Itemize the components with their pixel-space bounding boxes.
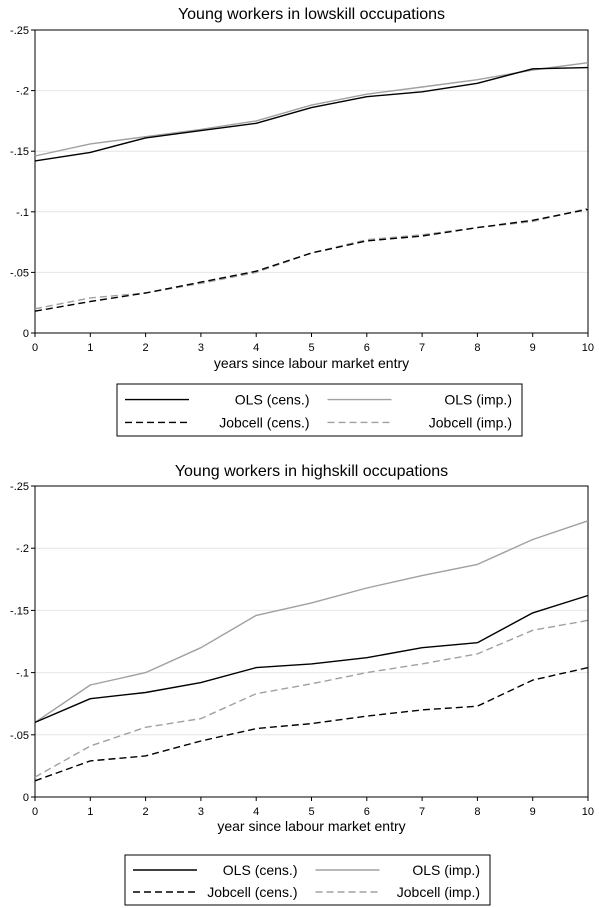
series-line-jobcell-cens <box>34 666 589 782</box>
x-axis-label: year since labour market entry <box>217 818 405 834</box>
series-line-jobcell-imp <box>34 619 589 778</box>
x-tick-label: 3 <box>198 806 204 818</box>
x-tick-label: 7 <box>419 806 425 818</box>
legend-label: OLS (cens.) <box>223 862 298 878</box>
y-tick-label: -.2 <box>16 543 29 555</box>
chart-title: Young workers in highskill occupations <box>175 463 448 480</box>
y-tick-label: -.15 <box>10 146 29 158</box>
legend <box>124 854 491 906</box>
y-tick-label: -.15 <box>10 605 29 617</box>
plot-area <box>34 485 589 798</box>
legend-label: Jobcell (cens.) <box>219 414 309 430</box>
x-tick-label: 7 <box>419 342 425 354</box>
y-tick-label: -.2 <box>16 86 29 98</box>
chart-title: Young workers in lowskill occupations <box>178 6 445 23</box>
y-tick-label: -.05 <box>10 267 29 279</box>
x-tick-label: 4 <box>253 342 259 354</box>
legend <box>116 383 523 437</box>
x-tick-label: 1 <box>87 342 93 354</box>
x-tick-label: 5 <box>308 806 314 818</box>
series-line-ols-cens <box>34 594 589 724</box>
x-tick-label: 5 <box>308 342 314 354</box>
y-tick-label: -.1 <box>16 668 29 680</box>
y-tick-label: -.05 <box>10 730 29 742</box>
y-tick-label: -.25 <box>10 25 29 37</box>
x-axis-label: years since labour market entry <box>214 355 409 371</box>
series-line-ols-cens <box>34 66 589 162</box>
x-tick-label: 2 <box>143 806 149 818</box>
x-tick-label: 9 <box>530 342 536 354</box>
legend-label: Jobcell (imp.) <box>429 414 512 430</box>
y-tick-label: 0 <box>23 328 29 340</box>
y-tick-label: 0 <box>23 792 29 804</box>
x-tick-label: 0 <box>32 342 38 354</box>
legend-label: Jobcell (imp.) <box>397 884 480 900</box>
series-line-ols-imp <box>34 520 589 723</box>
x-tick-label: 4 <box>253 806 259 818</box>
y-tick-label: -.25 <box>10 481 29 493</box>
x-tick-label: 2 <box>143 342 149 354</box>
x-tick-label: 8 <box>474 342 480 354</box>
legend-label: OLS (imp.) <box>412 862 480 878</box>
x-tick-label: 9 <box>530 806 536 818</box>
x-tick-label: 1 <box>87 806 93 818</box>
x-tick-label: 6 <box>364 342 370 354</box>
legend-label: OLS (imp.) <box>444 392 512 408</box>
x-tick-label: 8 <box>474 806 480 818</box>
x-tick-label: 3 <box>198 342 204 354</box>
series-line-jobcell-cens <box>34 208 589 312</box>
x-tick-label: 6 <box>364 806 370 818</box>
legend-label: OLS (cens.) <box>235 392 310 408</box>
y-tick-label: -.1 <box>16 207 29 219</box>
x-tick-label: 10 <box>582 806 594 818</box>
x-tick-label: 10 <box>582 342 594 354</box>
x-tick-label: 0 <box>32 806 38 818</box>
series-line-jobcell-imp <box>34 207 589 310</box>
legend-label: Jobcell (cens.) <box>207 884 297 900</box>
series-line-ols-imp <box>34 62 589 157</box>
